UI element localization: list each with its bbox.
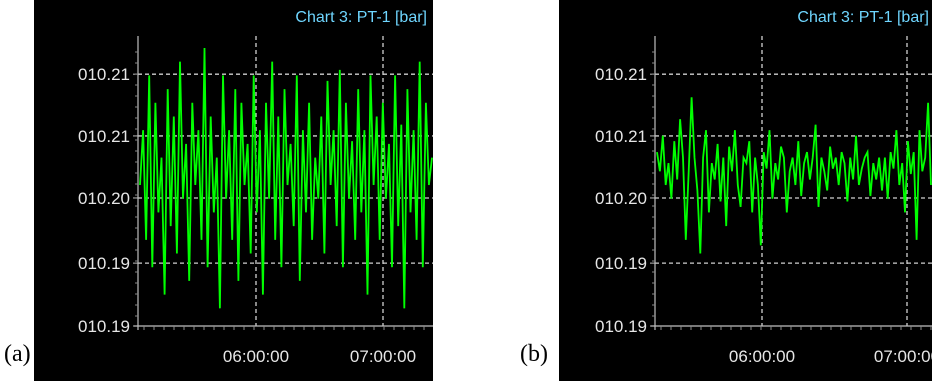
chart-b-x-ticks: 06:00:00 07:00:00 [660, 326, 932, 366]
y-tick-label: 010.19 [78, 254, 130, 273]
y-tick-label: 010.19 [595, 317, 647, 336]
x-tick-label: 06:00:00 [729, 347, 795, 366]
chart-a-x-ticks: 06:00:00 07:00:00 [143, 326, 425, 366]
x-tick-label: 07:00:00 [350, 347, 416, 366]
chart-a-title: Chart 3: PT-1 [bar] [295, 9, 427, 26]
y-tick-label: 010.20 [78, 189, 130, 208]
y-tick-label: 010.20 [595, 189, 647, 208]
y-tick-label: 010.21 [595, 127, 647, 146]
chart-a-y-ticks: 010.21 010.21 010.20 010.19 010.19 [78, 51, 138, 336]
y-tick-label: 010.19 [78, 317, 130, 336]
panel-label-a: (a) [4, 341, 31, 367]
y-tick-label: 010.21 [595, 65, 647, 84]
chart-b-series [656, 97, 932, 254]
series-line [139, 47, 433, 309]
x-tick-label: 07:00:00 [874, 347, 932, 366]
y-tick-label: 010.19 [595, 254, 647, 273]
chart-b-y-ticks: 010.21 010.21 010.20 010.19 010.19 [595, 51, 655, 336]
series-line [656, 97, 932, 254]
y-tick-label: 010.21 [78, 127, 130, 146]
chart-a-series [139, 47, 433, 309]
chart-b-title: Chart 3: PT-1 [bar] [797, 9, 929, 26]
chart-b-gridlines [655, 36, 932, 326]
x-tick-label: 06:00:00 [223, 347, 289, 366]
panel-label-b: (b) [520, 341, 548, 367]
y-tick-label: 010.21 [78, 65, 130, 84]
